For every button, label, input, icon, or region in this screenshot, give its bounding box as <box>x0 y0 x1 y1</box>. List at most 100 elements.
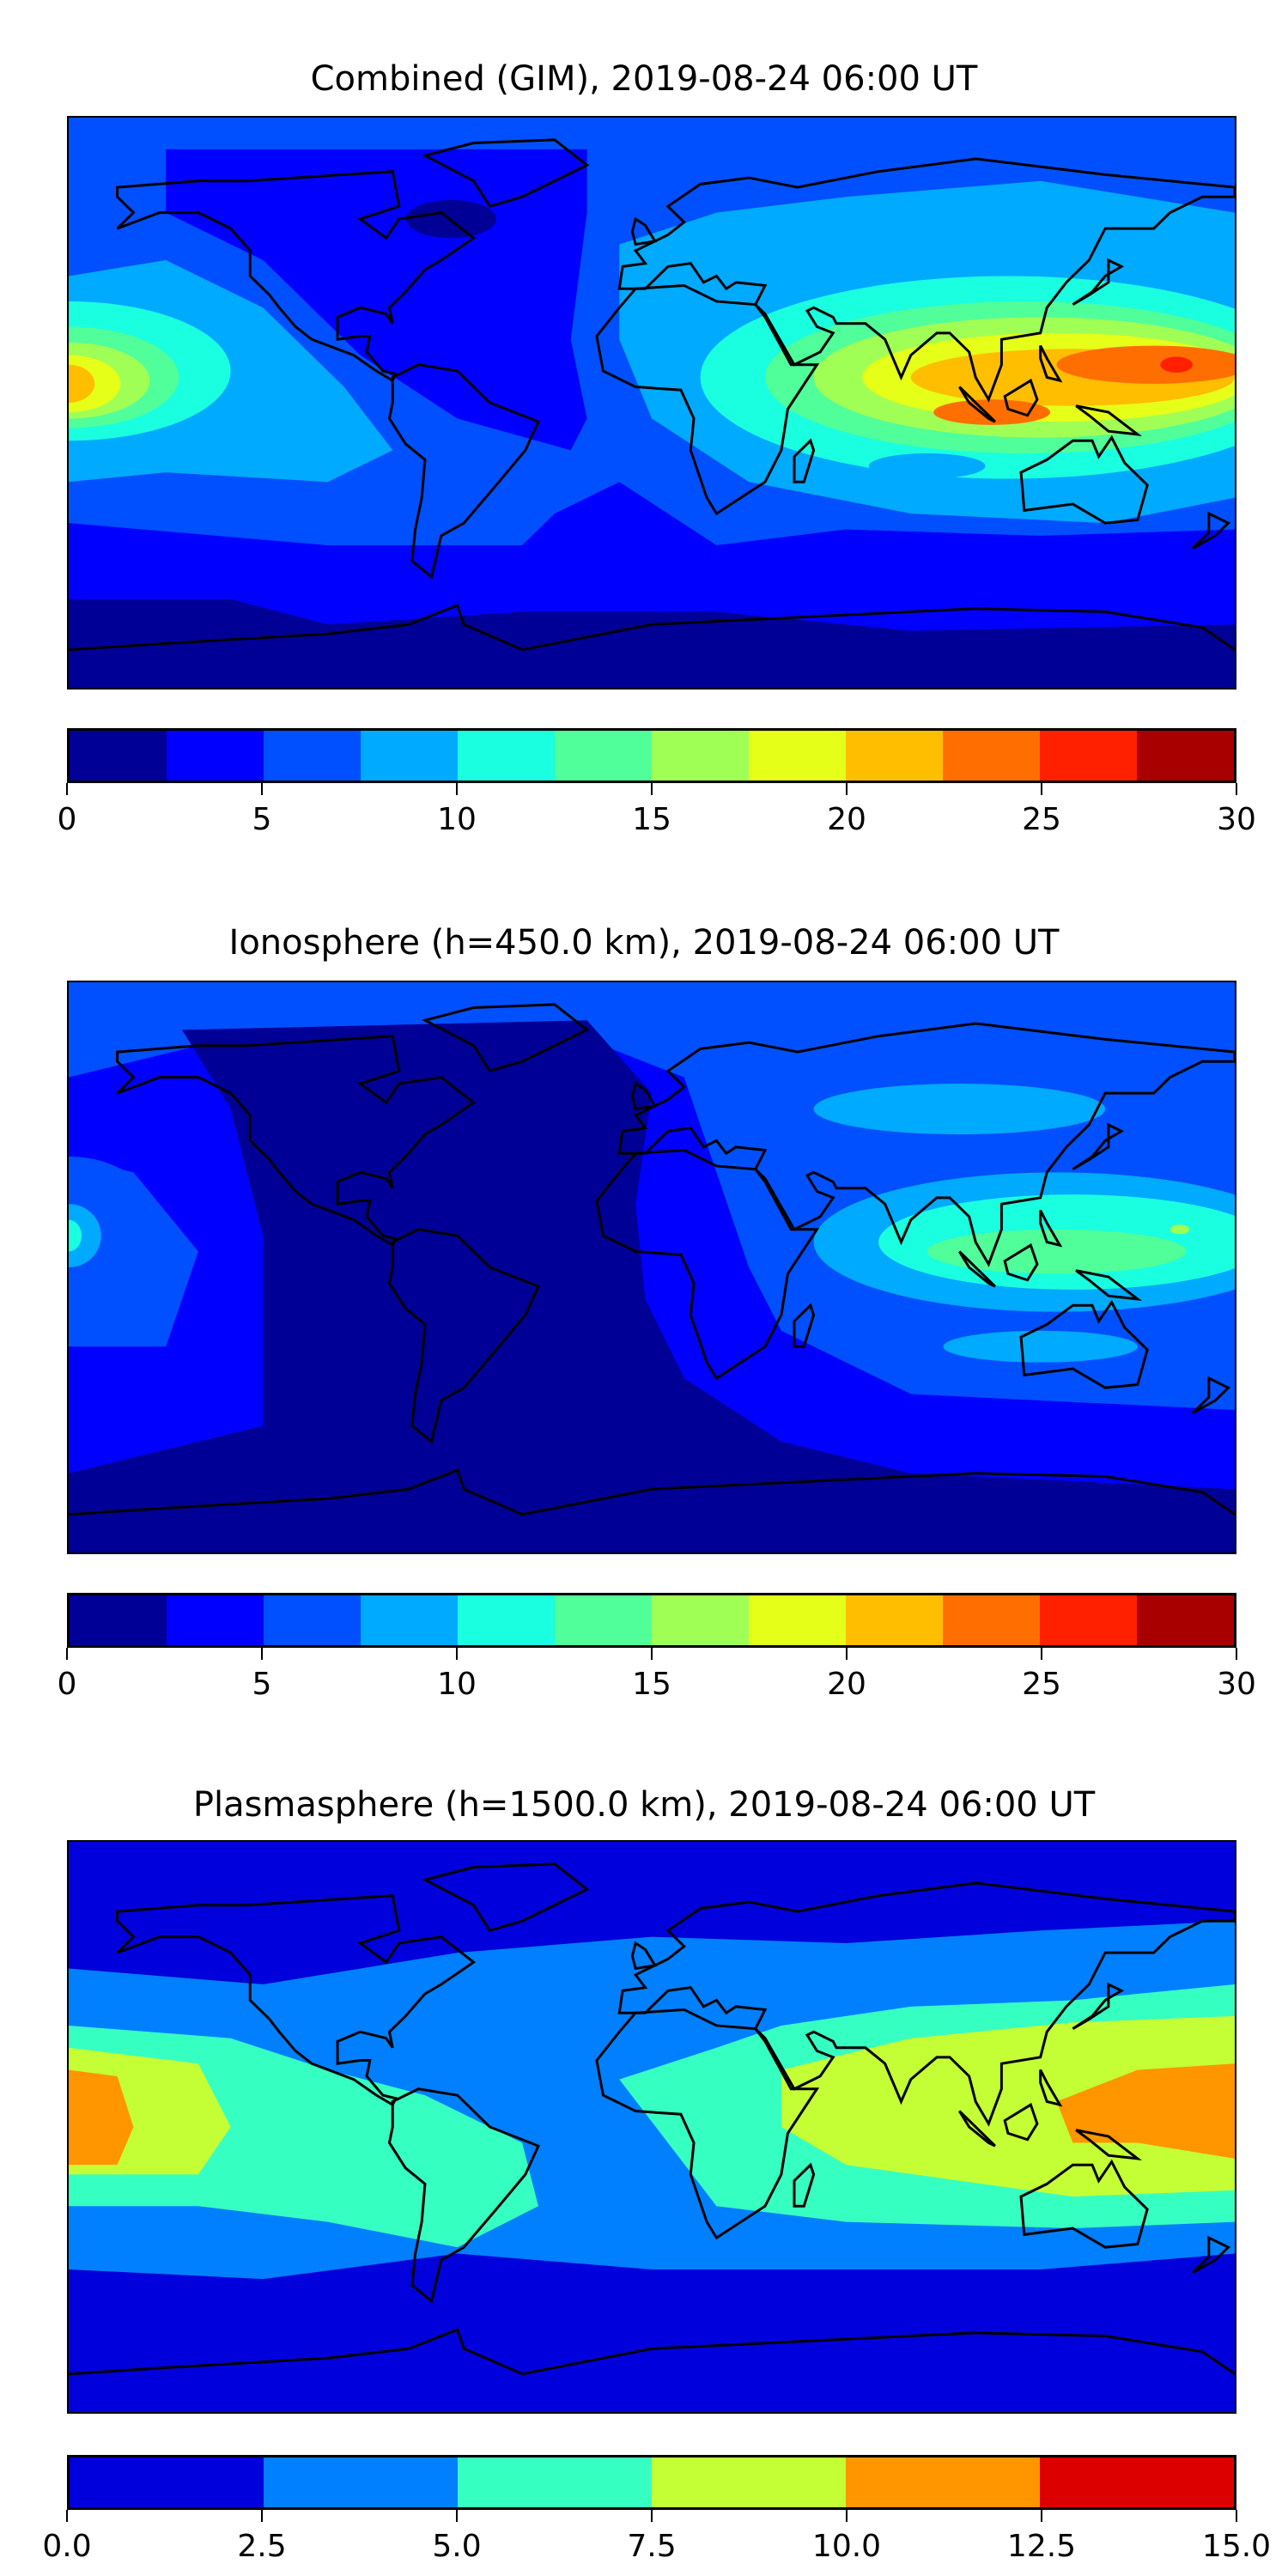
colorbar-segment <box>943 731 1040 781</box>
contour-level-0 <box>69 1020 1235 1552</box>
colorbar-segment <box>652 1595 749 1645</box>
coastline-greenland <box>425 1005 587 1071</box>
colorbar-segment <box>943 1595 1040 1645</box>
coastline-borneo <box>1005 2105 1037 2140</box>
contour-level-8 <box>69 364 95 403</box>
colorbar-tick <box>260 783 263 795</box>
coastline-north-america <box>118 1036 474 1245</box>
colorbar-segment <box>70 2458 264 2507</box>
chart-title-ionosphere: Ionosphere (h=450.0 km), 2019-08-24 06:0… <box>228 923 1060 963</box>
contour-level-6 <box>1170 1224 1190 1235</box>
coastline-eurasia <box>619 1883 1235 2123</box>
coastline-philippines <box>1041 2070 1060 2105</box>
colorbar-tick <box>1236 1648 1237 1660</box>
coastline-greenland <box>425 140 587 206</box>
coastline-philippines <box>1041 346 1060 381</box>
colorbar-ticks-combined: 0 5 10 15 20 25 30 <box>58 783 1256 843</box>
colorbar-tick-label: 20 <box>827 802 866 837</box>
coastline-antarctica <box>69 2330 1235 2374</box>
coastline-philippines <box>1041 1211 1060 1246</box>
colorbar-segment <box>167 731 264 781</box>
colorbar-tick-label: 25 <box>1022 1667 1061 1702</box>
coastline-new-guinea <box>1076 1271 1138 1299</box>
colorbar-tick <box>66 1648 68 1660</box>
colorbar-segment <box>749 1595 846 1645</box>
coastline-japan <box>1072 1984 1121 2029</box>
colorbar-tick <box>1041 783 1042 795</box>
coastline-north-america <box>118 172 474 380</box>
coastline-uk <box>632 1943 654 1969</box>
contour-level-3 <box>868 453 986 479</box>
colorbar-segment <box>264 2458 458 2507</box>
colorbar-segment <box>555 1595 652 1645</box>
colorbar-segment <box>361 731 458 781</box>
colorbar-tick-label: 10 <box>437 802 477 837</box>
chart-title-plasmasphere: Plasmasphere (h=1500.0 km), 2019-08-24 0… <box>192 1785 1096 1825</box>
colorbar-tick-label: 30 <box>1217 802 1256 837</box>
colorbar-segment <box>749 731 846 781</box>
colorbar-tick-label: 5.0 <box>432 2529 482 2564</box>
coastline-new-guinea <box>1076 406 1138 434</box>
colorbar-tick-label: 15 <box>632 1667 671 1702</box>
coastline-sumatra <box>959 1252 994 1287</box>
colorbar-segment <box>264 1595 361 1645</box>
map-ionosphere <box>67 981 1236 1554</box>
colorbar-segment <box>167 1595 264 1645</box>
coastline-eurasia <box>619 1024 1235 1264</box>
colorbar-tick-label: 15 <box>632 802 671 837</box>
colorbar-segment <box>458 1595 555 1645</box>
colorbar-segment <box>652 2458 846 2507</box>
colorbar-segment <box>652 731 749 781</box>
coastline-borneo <box>1005 1245 1037 1280</box>
coastline-new-zealand <box>1193 513 1228 549</box>
colorbar-tick-label: 0 <box>57 1667 77 1702</box>
coastline-africa <box>597 1151 817 1379</box>
contour-level-0 <box>69 598 1235 688</box>
colorbar-tick <box>1236 783 1237 795</box>
colorbar-tick-label: 0.0 <box>42 2529 92 2564</box>
colorbar-segment <box>846 2458 1040 2507</box>
contour-level-3 <box>813 1084 1106 1135</box>
colorbar-ionosphere <box>67 1593 1236 1648</box>
colorbar-segment <box>1040 2458 1234 2507</box>
colorbar-ticks-ionosphere: 0 5 10 15 20 25 30 <box>58 1648 1256 1708</box>
coastline-antarctica <box>69 605 1235 650</box>
coastline-australia <box>1021 2162 1147 2248</box>
colorbar-tick <box>455 2510 458 2522</box>
colorbar-tick <box>455 783 458 795</box>
colorbar-tick-label: 5 <box>252 802 272 837</box>
contour-level-5 <box>927 1229 1187 1274</box>
colorbar-segment <box>70 731 167 781</box>
colorbar-tick <box>651 1648 653 1660</box>
contour-level-9 <box>1056 345 1235 384</box>
coastline-north-america <box>118 1896 474 2105</box>
colorbar-tick <box>260 2510 263 2522</box>
coastline-africa <box>597 2010 817 2239</box>
coastline-borneo <box>1005 380 1037 416</box>
colorbar-segment <box>846 1595 943 1645</box>
colorbar-segment <box>1040 731 1137 781</box>
coastline-new-zealand <box>1193 1378 1228 1413</box>
coastline-uk <box>632 219 654 245</box>
contour-level-2 <box>69 1156 167 1315</box>
contour-level-3 <box>943 1330 1138 1363</box>
coastline-australia <box>1021 1303 1147 1388</box>
coastline-japan <box>1072 1125 1121 1170</box>
coastline-japan <box>1072 260 1121 305</box>
contour-level-9 <box>933 399 1050 425</box>
colorbar-combined <box>67 728 1236 783</box>
colorbar-tick <box>651 2510 653 2522</box>
colorbar-tick-label: 15.0 <box>1201 2529 1272 2564</box>
colorbar-segment <box>361 1595 458 1645</box>
map-combined <box>67 116 1236 690</box>
contour-level-3 <box>781 2015 1235 2197</box>
colorbar-segment <box>264 731 361 781</box>
colorbar-tick-label: 25 <box>1022 802 1061 837</box>
colorbar-tick <box>1041 2510 1042 2522</box>
contour-level-4 <box>69 1219 82 1252</box>
colorbar-tick <box>66 2510 68 2522</box>
colorbar-tick <box>1041 1648 1042 1660</box>
colorbar-tick <box>455 1648 458 1660</box>
coastline-sumatra <box>959 387 994 422</box>
coastline-greenland <box>425 1864 587 1930</box>
